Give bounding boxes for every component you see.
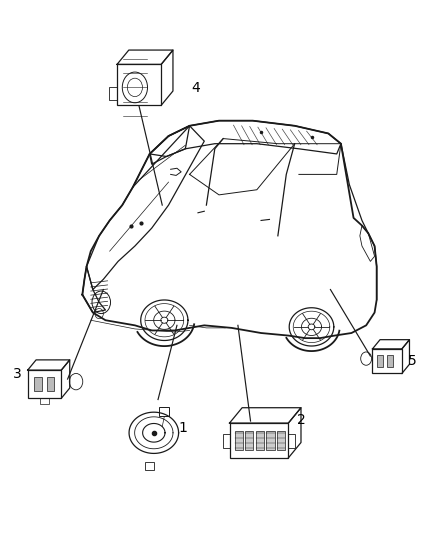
Text: 2: 2 — [297, 413, 305, 427]
Bar — [266, 431, 275, 450]
Bar — [245, 431, 254, 450]
Bar — [223, 434, 230, 448]
Bar — [372, 349, 402, 374]
Bar — [117, 64, 161, 106]
Bar — [34, 377, 42, 391]
Bar — [277, 431, 285, 450]
Bar — [159, 407, 170, 416]
Bar — [377, 355, 383, 367]
Bar — [230, 423, 288, 458]
Bar — [256, 431, 264, 450]
Text: 5: 5 — [408, 354, 417, 368]
Bar — [28, 370, 61, 398]
Text: 1: 1 — [179, 421, 188, 435]
Bar — [40, 398, 49, 405]
Bar — [145, 463, 154, 470]
Bar — [46, 377, 54, 391]
Bar — [387, 355, 393, 367]
Bar — [288, 434, 295, 448]
Text: 4: 4 — [191, 82, 200, 95]
Bar — [110, 87, 117, 100]
Text: 3: 3 — [13, 367, 21, 381]
Bar — [235, 431, 243, 450]
